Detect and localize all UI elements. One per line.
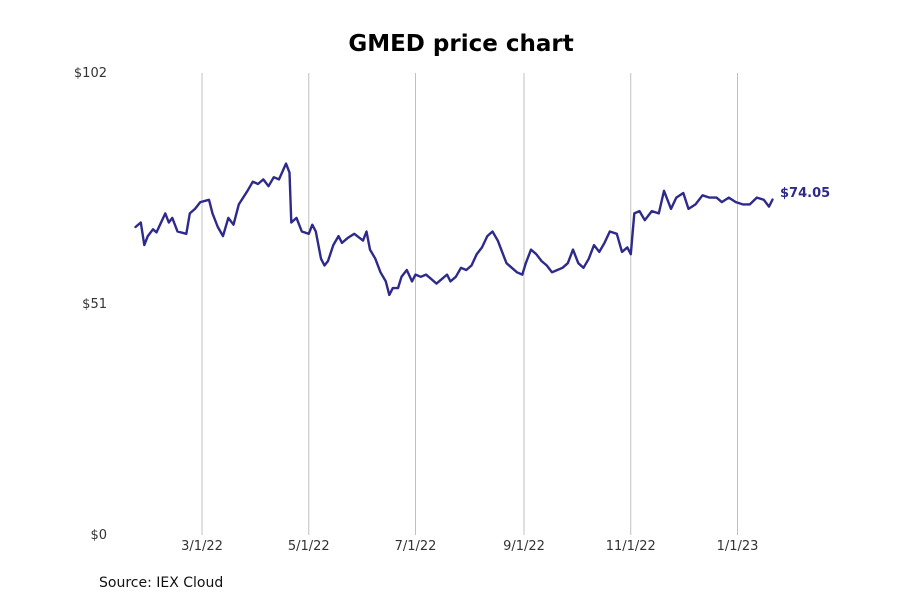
x-tick-label: 1/1/23 xyxy=(717,539,759,554)
y-tick-labels: $0 $51 $102 xyxy=(74,66,107,543)
x-tick-labels: 3/1/22 5/1/22 7/1/22 9/1/22 11/1/22 1/1/23 xyxy=(181,539,758,554)
x-tick-label: 11/1/22 xyxy=(606,539,656,554)
x-tick-label: 9/1/22 xyxy=(503,539,545,554)
y-tick-label: $51 xyxy=(82,297,107,312)
last-price-label: $74.05 xyxy=(780,186,830,201)
y-tick-label: $102 xyxy=(74,66,107,81)
chart-title: GMED price chart xyxy=(348,31,573,57)
x-tick-label: 3/1/22 xyxy=(181,539,223,554)
price-line xyxy=(134,162,774,297)
x-tick-label: 5/1/22 xyxy=(288,539,330,554)
x-gridlines xyxy=(201,73,738,535)
y-tick-label: $0 xyxy=(90,528,107,543)
x-tick-label: 7/1/22 xyxy=(395,539,437,554)
source-note: Source: IEX Cloud xyxy=(99,575,223,591)
